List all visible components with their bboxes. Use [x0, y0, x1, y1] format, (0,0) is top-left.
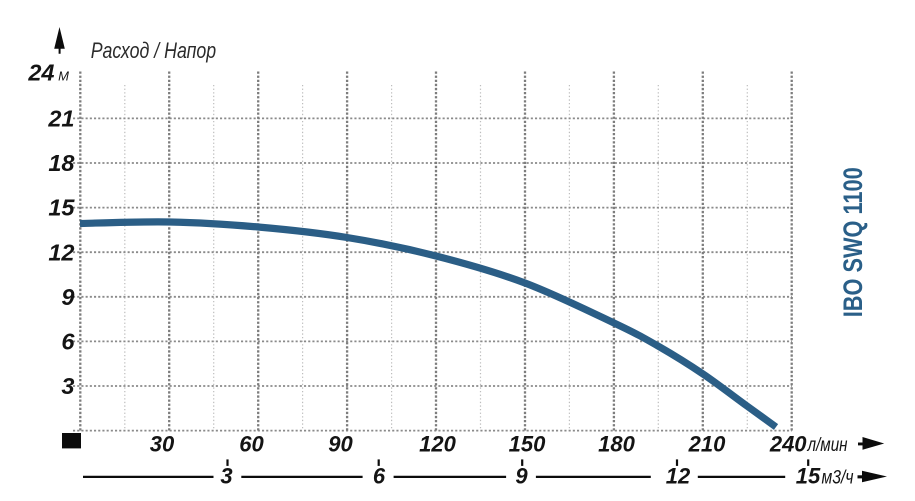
svg-text:90: 90	[328, 432, 353, 457]
svg-text:150: 150	[509, 432, 546, 457]
svg-text:М: М	[58, 69, 69, 84]
svg-text:3: 3	[220, 464, 232, 489]
svg-text:24: 24	[27, 60, 54, 86]
svg-text:л/мин: л/мин	[807, 435, 848, 456]
svg-text:6: 6	[61, 329, 75, 355]
svg-text:18: 18	[48, 150, 75, 176]
svg-text:3: 3	[61, 373, 74, 399]
svg-text:6: 6	[373, 464, 386, 489]
svg-text:12: 12	[666, 464, 691, 489]
svg-text:9: 9	[515, 464, 528, 489]
svg-text:15: 15	[48, 195, 75, 221]
svg-text:240: 240	[769, 432, 807, 457]
svg-text:60: 60	[239, 432, 264, 457]
svg-text:Расход / Напор: Расход / Напор	[91, 38, 216, 63]
svg-text:м3/ч: м3/ч	[822, 468, 854, 489]
svg-text:30: 30	[150, 432, 175, 457]
svg-text:9: 9	[61, 284, 74, 310]
svg-text:210: 210	[688, 432, 726, 457]
svg-text:120: 120	[419, 432, 456, 457]
svg-text:IBO SWQ 1100: IBO SWQ 1100	[838, 167, 868, 317]
svg-text:12: 12	[48, 239, 74, 265]
svg-text:180: 180	[598, 432, 635, 457]
svg-text:21: 21	[47, 106, 74, 132]
svg-text:15: 15	[796, 464, 821, 489]
